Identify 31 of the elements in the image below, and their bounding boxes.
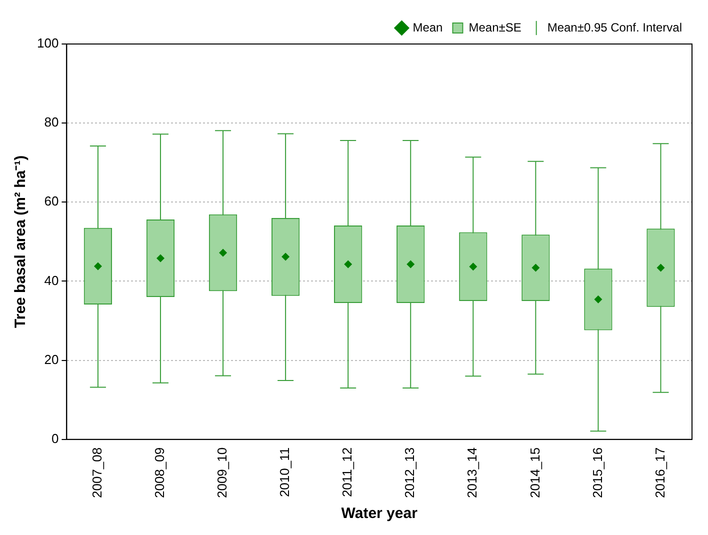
point — [406, 260, 415, 268]
x-tick-label: 2007_08 — [90, 447, 105, 498]
point — [344, 260, 352, 268]
y-tick-label: 40 — [44, 272, 59, 288]
y-tick-label: 80 — [44, 114, 59, 130]
point — [156, 254, 164, 262]
y-tick-label: 20 — [44, 352, 59, 367]
point — [94, 262, 102, 270]
y-tick-label: 60 — [44, 194, 59, 209]
point — [282, 252, 290, 261]
x-axis-title: Water year — [341, 505, 418, 522]
y-axis-title: Tree basal area (m² ha⁻¹) — [12, 155, 30, 328]
point — [532, 264, 540, 272]
x-tick-label: 2009_10 — [214, 447, 230, 498]
legend-label: Mean±SE — [468, 20, 522, 34]
point — [656, 264, 665, 272]
x-tick-label: 2014_15 — [527, 447, 542, 498]
legend-label: Mean — [412, 20, 443, 34]
x-tick-label: 2011_12 — [340, 447, 355, 498]
point — [469, 262, 478, 271]
point — [594, 295, 602, 304]
text: Mean±0.95 Conf. Interval — [547, 20, 682, 34]
x-tick-label: 2008_09 — [152, 447, 168, 498]
x-tick-label: 2010_11 — [277, 447, 292, 498]
x-tick-label: 2012_13 — [402, 447, 418, 498]
x-tick-label: 2013_14 — [464, 447, 480, 498]
x-tick-label: 2015_16 — [590, 447, 605, 498]
y-tick-label: 100 — [36, 36, 59, 51]
point — [219, 248, 228, 257]
y-tick-label: 0 — [51, 430, 59, 446]
x-tick-label: 2016_17 — [652, 447, 668, 498]
